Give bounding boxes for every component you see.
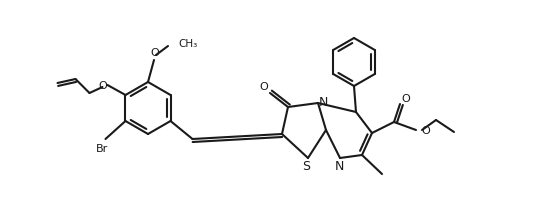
Text: N: N [318,95,328,109]
Text: O: O [98,81,107,91]
Text: CH₃: CH₃ [178,39,197,49]
Text: O: O [151,48,160,58]
Text: Br: Br [95,144,108,154]
Text: S: S [302,161,310,173]
Text: O: O [421,126,430,136]
Text: O: O [402,94,410,104]
Text: O: O [259,82,268,92]
Text: N: N [334,161,344,173]
